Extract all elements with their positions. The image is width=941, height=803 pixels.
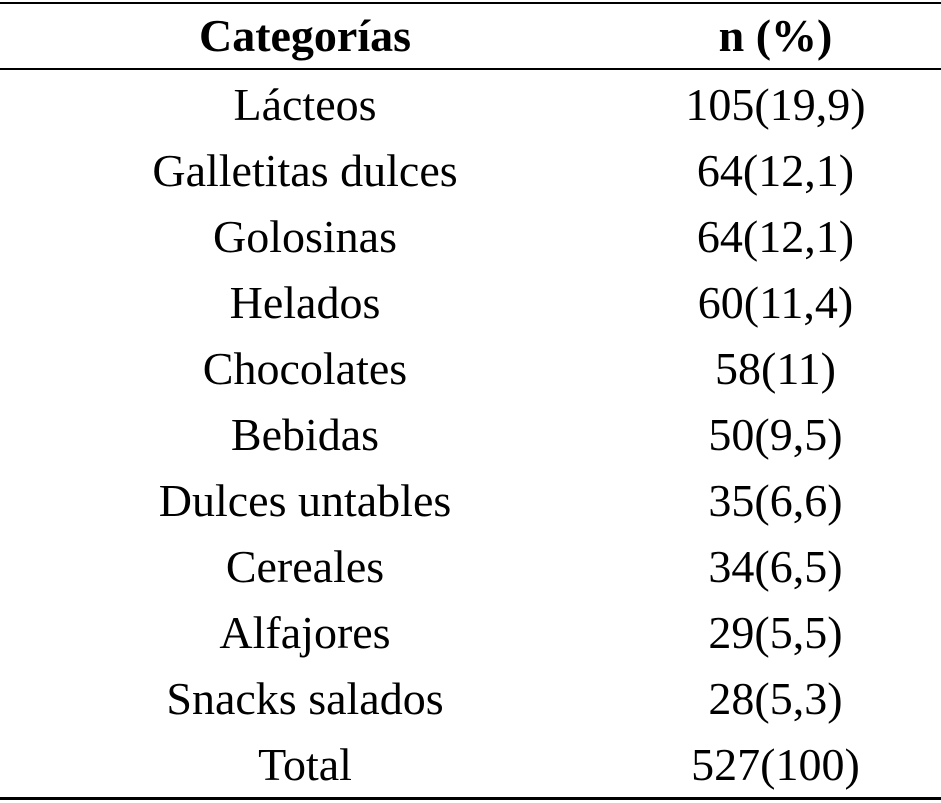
header-category: Categorías [198,10,412,61]
row-category: Bebidas [230,409,380,460]
table-row: Snacks salados 28(5,3) [0,666,941,732]
table-row: Golosinas 64(12,1) [0,204,941,270]
row-value: 64(12,1) [696,145,855,196]
row-value: 60(11,4) [697,277,854,328]
row-category: Lácteos [233,79,377,130]
row-value: 28(5,3) [708,673,843,724]
row-category: Dulces untables [158,475,452,526]
row-value: 64(12,1) [696,211,855,262]
row-category: Snacks salados [166,673,444,724]
table-row: Galletitas dulces 64(12,1) [0,138,941,204]
row-value: 34(6,5) [708,541,843,592]
row-value: 105(19,9) [685,79,866,130]
row-category: Galletitas dulces [152,145,458,196]
row-value: 58(11) [715,343,836,394]
row-value: 527(100) [691,739,860,790]
header-count: n (%) [718,10,833,61]
row-value: 50(9,5) [708,409,843,460]
row-category: Helados [229,277,381,328]
table-row: Lácteos 105(19,9) [0,72,941,138]
table-header-rule [0,68,941,70]
table-bottom-rule [0,797,941,800]
table-row: Cereales 34(6,5) [0,534,941,600]
table-header-row: Categorías n (%) [0,4,941,68]
row-category: Total [258,739,352,790]
row-category: Alfajores [219,607,391,658]
table-row-total: Total 527(100) [0,732,941,798]
table-row: Helados 60(11,4) [0,270,941,336]
table-row: Chocolates 58(11) [0,336,941,402]
table-row: Bebidas 50(9,5) [0,402,941,468]
row-value: 29(5,5) [708,607,843,658]
table-row: Dulces untables 35(6,6) [0,468,941,534]
row-category: Golosinas [213,211,397,262]
row-category: Cereales [225,541,385,592]
row-category: Chocolates [202,343,408,394]
table-body: Lácteos 105(19,9) Galletitas dulces 64(1… [0,72,941,798]
row-value: 35(6,6) [708,475,843,526]
table-row: Alfajores 29(5,5) [0,600,941,666]
table-top-rule [0,2,941,4]
